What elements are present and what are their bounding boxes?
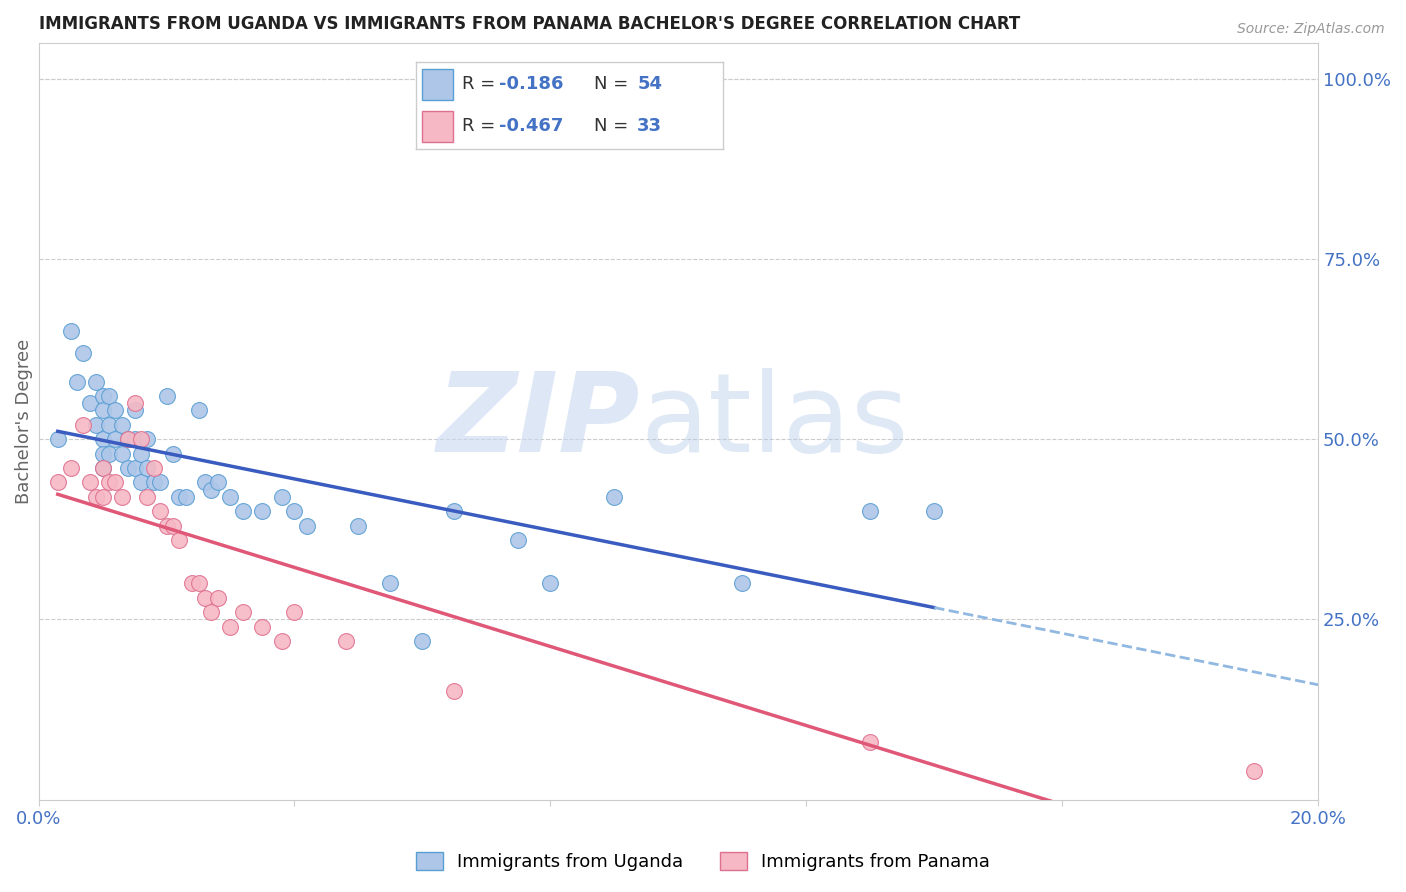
Point xyxy=(136,432,159,446)
Point xyxy=(124,432,146,446)
Point xyxy=(46,475,69,490)
Point xyxy=(117,432,139,446)
Point xyxy=(443,504,465,518)
Point xyxy=(91,389,114,403)
Point xyxy=(219,490,242,504)
Point xyxy=(181,576,204,591)
Point xyxy=(380,576,402,591)
Point xyxy=(111,417,134,432)
Point xyxy=(162,518,184,533)
Point xyxy=(79,475,101,490)
Point xyxy=(187,576,209,591)
Point xyxy=(104,403,127,417)
Point xyxy=(411,634,433,648)
Point xyxy=(117,432,139,446)
Point xyxy=(59,324,82,338)
Point xyxy=(79,396,101,410)
Point xyxy=(200,483,222,497)
Point xyxy=(97,447,120,461)
Point xyxy=(149,504,172,518)
Point xyxy=(169,490,191,504)
Point xyxy=(232,605,254,619)
Point xyxy=(124,461,146,475)
Point xyxy=(252,619,274,633)
Point xyxy=(207,475,229,490)
Point xyxy=(252,504,274,518)
Point xyxy=(187,403,209,417)
Point xyxy=(97,389,120,403)
Point xyxy=(859,735,882,749)
Point xyxy=(124,396,146,410)
Point xyxy=(91,403,114,417)
Point xyxy=(84,490,107,504)
Point xyxy=(46,432,69,446)
Point xyxy=(91,447,114,461)
Point xyxy=(149,475,172,490)
Point xyxy=(174,490,197,504)
Text: IMMIGRANTS FROM UGANDA VS IMMIGRANTS FROM PANAMA BACHELOR'S DEGREE CORRELATION C: IMMIGRANTS FROM UGANDA VS IMMIGRANTS FRO… xyxy=(38,15,1019,33)
Point xyxy=(142,461,165,475)
Point xyxy=(155,518,177,533)
Text: ZIP: ZIP xyxy=(436,368,640,475)
Point xyxy=(270,634,292,648)
Legend: Immigrants from Uganda, Immigrants from Panama: Immigrants from Uganda, Immigrants from … xyxy=(409,845,997,879)
Point xyxy=(59,461,82,475)
Point xyxy=(72,345,94,359)
Point xyxy=(859,504,882,518)
Point xyxy=(91,490,114,504)
Point xyxy=(270,490,292,504)
Point xyxy=(508,533,530,547)
Point xyxy=(194,591,217,605)
Point xyxy=(72,417,94,432)
Point xyxy=(124,403,146,417)
Point xyxy=(97,417,120,432)
Point xyxy=(922,504,945,518)
Point xyxy=(136,490,159,504)
Point xyxy=(104,432,127,446)
Text: atlas: atlas xyxy=(640,368,908,475)
Point xyxy=(84,417,107,432)
Point xyxy=(155,389,177,403)
Point xyxy=(117,461,139,475)
Point xyxy=(232,504,254,518)
Point xyxy=(91,461,114,475)
Point xyxy=(129,432,152,446)
Point xyxy=(207,591,229,605)
Point xyxy=(200,605,222,619)
Point xyxy=(136,461,159,475)
Point xyxy=(1243,764,1265,778)
Point xyxy=(104,475,127,490)
Point xyxy=(97,475,120,490)
Point xyxy=(538,576,561,591)
Point xyxy=(603,490,626,504)
Point xyxy=(283,504,305,518)
Point xyxy=(169,533,191,547)
Point xyxy=(129,447,152,461)
Point xyxy=(194,475,217,490)
Y-axis label: Bachelor's Degree: Bachelor's Degree xyxy=(15,339,32,504)
Point xyxy=(66,375,89,389)
Point xyxy=(219,619,242,633)
Point xyxy=(84,375,107,389)
Point xyxy=(335,634,357,648)
Point xyxy=(162,447,184,461)
Point xyxy=(443,684,465,698)
Point xyxy=(111,490,134,504)
Point xyxy=(129,475,152,490)
Text: Source: ZipAtlas.com: Source: ZipAtlas.com xyxy=(1237,22,1385,37)
Point xyxy=(297,518,319,533)
Point xyxy=(91,432,114,446)
Point xyxy=(731,576,754,591)
Point xyxy=(142,475,165,490)
Point xyxy=(283,605,305,619)
Point xyxy=(91,461,114,475)
Point xyxy=(111,447,134,461)
Point xyxy=(347,518,370,533)
